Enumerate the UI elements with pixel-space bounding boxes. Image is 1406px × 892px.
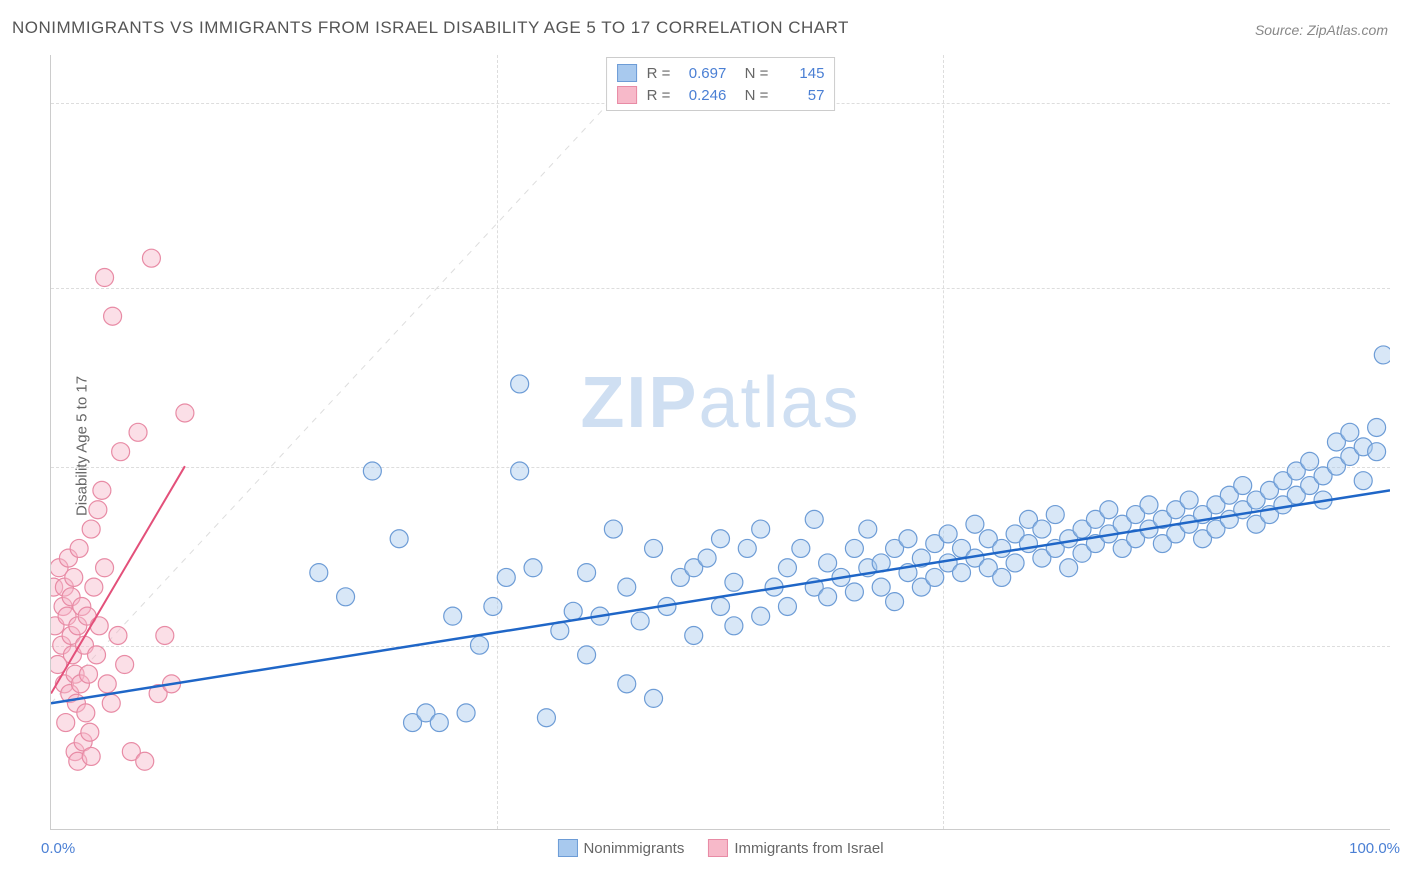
legend-row-series1: R =0.697 N =145 xyxy=(617,62,825,84)
swatch-series1-bottom xyxy=(557,839,577,857)
legend-series: Nonimmigrants Immigrants from Israel xyxy=(557,839,883,857)
swatch-series2 xyxy=(617,86,637,104)
scatter-svg xyxy=(51,55,1390,829)
chart-title: NONIMMIGRANTS VS IMMIGRANTS FROM ISRAEL … xyxy=(12,18,849,38)
x-tick-min: 0.0% xyxy=(41,840,75,857)
legend-item-series1: Nonimmigrants xyxy=(557,839,684,857)
source-label: Source: ZipAtlas.com xyxy=(1255,22,1388,38)
plot-area: ZIPatlas 3.8%7.5%11.2%15.0% R =0.697 N =… xyxy=(50,55,1390,830)
x-tick-max: 100.0% xyxy=(1349,840,1400,857)
legend-item-series2: Immigrants from Israel xyxy=(708,839,883,857)
swatch-series1 xyxy=(617,64,637,82)
legend-row-series2: R =0.246 N =57 xyxy=(617,84,825,106)
swatch-series2-bottom xyxy=(708,839,728,857)
legend-correlation: R =0.697 N =145 R =0.246 N =57 xyxy=(606,57,836,111)
